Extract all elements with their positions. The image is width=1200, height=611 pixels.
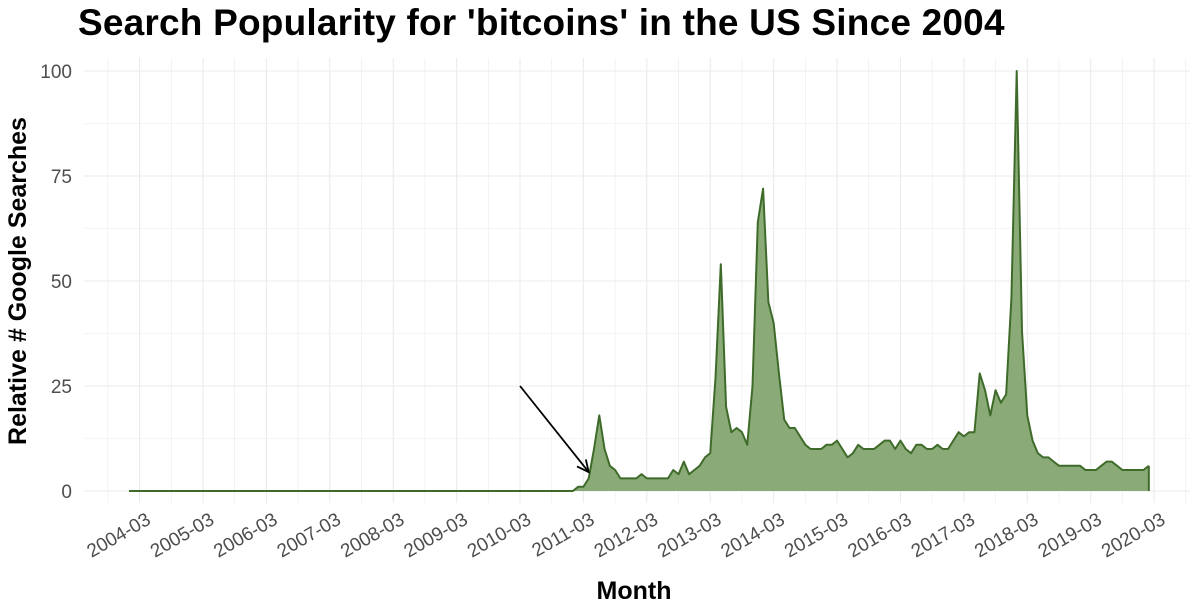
x-tick-label: 2010-03 [464,509,535,562]
x-tick-label: 2015-03 [781,509,852,562]
x-tick-label: 2019-03 [1035,509,1106,562]
x-tick-label: 2007-03 [274,509,345,562]
y-axis-ticks: 0 25 50 75 100 [40,62,72,503]
x-tick-label: 2014-03 [718,509,789,562]
x-tick-label: 2004-03 [84,509,155,562]
y-axis-title: Relative # Google Searches [4,117,32,445]
x-tick-label: 2017-03 [908,509,979,562]
series-area [129,70,1150,492]
x-tick-label: 2016-03 [844,509,915,562]
series-line [129,70,1150,492]
x-tick-label: 2020-03 [1098,509,1169,562]
y-tick-label: 100 [40,62,72,83]
y-tick-label: 50 [51,272,72,293]
x-tick-label: 2012-03 [591,509,662,562]
y-tick-label: 75 [51,167,72,188]
y-tick-label: 0 [61,482,72,503]
y-tick-label: 25 [51,377,72,398]
x-tick-label: 2018-03 [971,509,1042,562]
annotation [519,385,590,474]
x-axis-title: Month [597,577,672,605]
x-tick-label: 2008-03 [337,509,408,562]
annotation-arrow-head [576,459,590,474]
x-tick-label: 2005-03 [147,509,218,562]
x-tick-label: 2009-03 [401,509,472,562]
x-axis-ticks: 2004-032005-032006-032007-032008-032009-… [84,509,1169,562]
x-tick-label: 2006-03 [210,509,281,562]
chart-title: Search Popularity for 'bitcoins' in the … [78,2,1005,43]
x-tick-label: 2011-03 [529,509,599,561]
x-tick-label: 2013-03 [654,509,725,562]
annotation-arrow-shaft [519,385,590,473]
